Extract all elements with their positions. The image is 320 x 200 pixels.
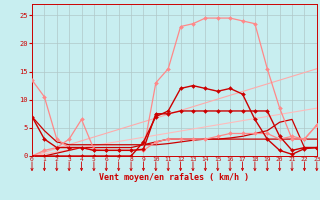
X-axis label: Vent moyen/en rafales ( km/h ): Vent moyen/en rafales ( km/h ) — [100, 174, 249, 182]
